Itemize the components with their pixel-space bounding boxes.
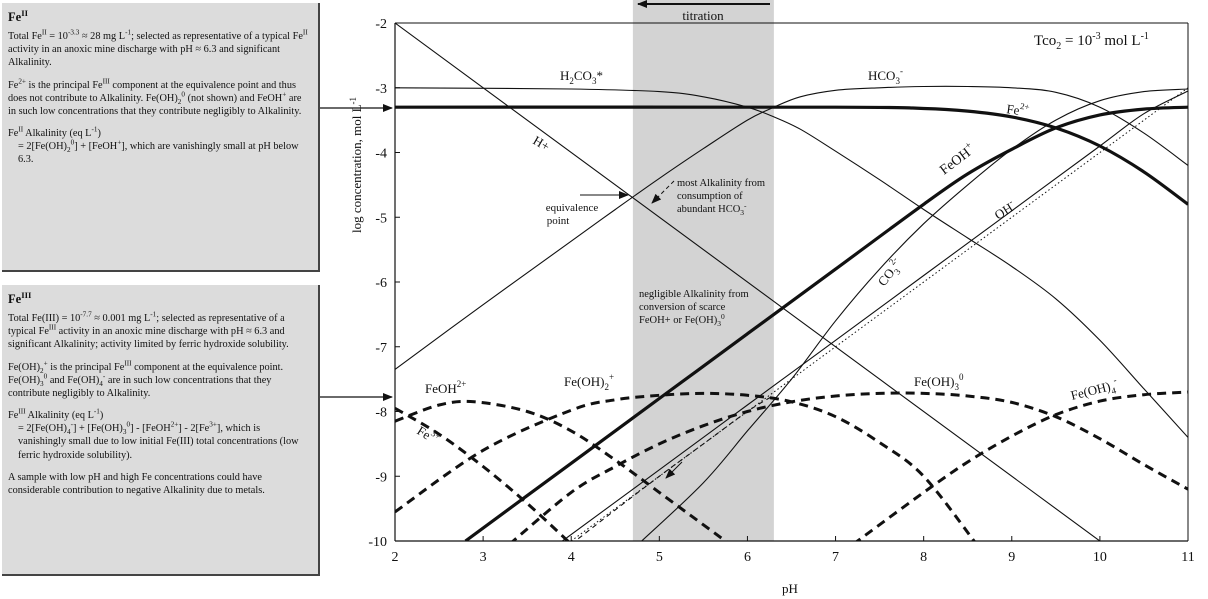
fe3-paragraph-2: Fe(OH)2+ is the principal FeIII componen… <box>8 359 284 399</box>
label-feoh2plus: FeOH2+ <box>425 379 466 396</box>
x-tick-label-6: 6 <box>744 550 751 565</box>
fe3-paragraph-4: = 2[Fe(OH)4-] + [Fe(OH)30] - [FeOH2+] - … <box>18 420 299 461</box>
y-tick-label--10: -10 <box>368 535 387 550</box>
label-h2co3: H2CO3* <box>560 68 603 86</box>
hco3-annotation-arrow <box>651 180 675 204</box>
series-line-7 <box>562 90 1188 541</box>
label-hplus: H+ <box>531 133 553 154</box>
series-line-9 <box>395 399 728 541</box>
y-axis-title: log concentration, mol L-1 <box>348 97 364 233</box>
label-feoh3-zero: Fe(OH)30 <box>914 372 964 392</box>
x-tick-label-7: 7 <box>832 550 839 565</box>
series-line-13 <box>574 394 775 541</box>
fe3-paragraph-1: Total Fe(III) = 10-7.7 ≈ 0.001 mg L-1; s… <box>8 310 289 351</box>
x-tick-label-5: 5 <box>656 550 663 565</box>
label-feoh4-minus: Fe(OH)4- <box>1069 375 1120 406</box>
y-tick-label--4: -4 <box>375 147 387 162</box>
fe3-panel-title: FeIII <box>8 289 32 306</box>
fe2-paragraph-3: FeII Alkalinity (eq L-1) <box>8 125 101 140</box>
x-tick-label-4: 4 <box>568 550 575 565</box>
titration-label: titration <box>682 8 724 23</box>
fe2-panel-title: FeII <box>8 7 28 24</box>
fe2-paragraph-2: Fe2+ is the principal FeIII component at… <box>8 77 302 117</box>
fe3-paragraph-5: A sample with low pH and high Fe concent… <box>8 471 265 496</box>
y-tick-label--3: -3 <box>375 82 387 97</box>
label-co3: CO32- <box>873 255 907 291</box>
annotation-negligible-alkalinity: negligible Alkalinity from conversion of… <box>639 289 751 328</box>
label-hco3: HCO3- <box>868 66 903 86</box>
series-line-11 <box>510 391 1188 541</box>
series-line-6 <box>464 105 1188 541</box>
x-tick-label-10: 10 <box>1093 550 1107 565</box>
series-line-5 <box>395 105 1188 206</box>
x-axis-title: pH <box>782 581 798 596</box>
tco2-label: Tco2 = 10-3 mol L-1 <box>1034 31 1149 52</box>
fe3-paragraph-3: FeIII Alkalinity (eq L-1) <box>8 407 104 422</box>
x-tick-label-11: 11 <box>1181 550 1194 565</box>
series-line-2 <box>641 88 1188 541</box>
y-tick-label--8: -8 <box>375 406 387 421</box>
fe2-paragraph-4: = 2[Fe(OH)20] + [FeOH+], which are vanis… <box>18 138 299 166</box>
equivalence-point-label: equivalence <box>546 202 599 214</box>
annotation-hco3-consumption: most Alkalinity from consumption of abun… <box>677 178 768 217</box>
y-tick-label--2: -2 <box>375 17 387 32</box>
y-tick-label--5: -5 <box>375 211 387 226</box>
series-line-12 <box>855 390 1188 541</box>
label-fe2plus: Fe2+ <box>1006 99 1031 119</box>
equivalence-shaded-band <box>632 0 774 541</box>
equivalence-point-label-2: point <box>547 215 570 227</box>
series-line-1 <box>395 85 1188 370</box>
x-tick-label-2: 2 <box>392 550 399 565</box>
series-line-10 <box>395 391 976 541</box>
x-tick-label-9: 9 <box>1008 550 1015 565</box>
series-line-8 <box>395 407 570 541</box>
x-tick-label-8: 8 <box>920 550 927 565</box>
fe2-paragraph-1: Total FeII = 10-3.3 ≈ 28 mg L-1; selecte… <box>8 28 308 69</box>
y-tick-label--9: -9 <box>375 470 387 485</box>
series-line-3 <box>395 23 1101 541</box>
y-tick-label--6: -6 <box>375 276 387 291</box>
label-feoh2-plus: Fe(OH)2+ <box>564 372 614 392</box>
negligible-annotation-arrow <box>665 461 683 479</box>
label-fe3plus: Fe3+ <box>414 421 442 447</box>
series-line-0 <box>395 87 1188 438</box>
x-tick-label-3: 3 <box>480 550 487 565</box>
y-tick-label--7: -7 <box>375 341 387 356</box>
series-line-4 <box>570 87 1188 541</box>
fe3-info-panel: FeIII Total Fe(III) = 10-7.7 ≈ 0.001 mg … <box>2 285 320 576</box>
fe2-info-panel: FeII Total FeII = 10-3.3 ≈ 28 mg L-1; se… <box>2 3 320 272</box>
